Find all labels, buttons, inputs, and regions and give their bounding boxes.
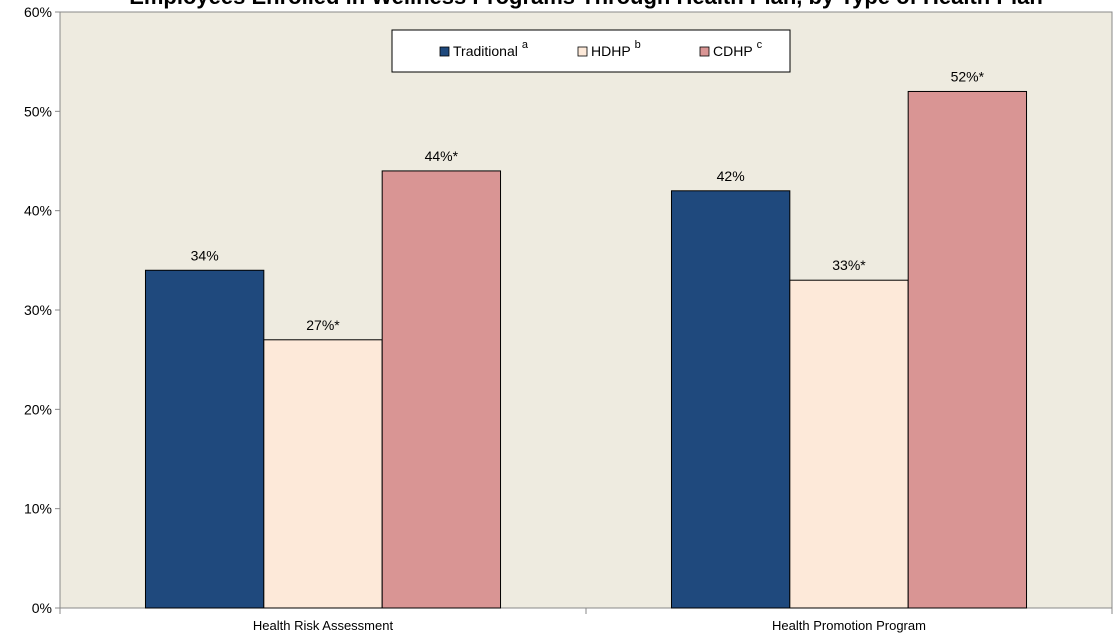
data-label: 34% [191, 247, 219, 263]
legend-footnote-mark: b [635, 39, 641, 51]
legend-footnote-mark: c [757, 39, 763, 51]
x-axis: Health Risk Assessment Health Promotion P… [59, 607, 1113, 633]
legend-box [391, 29, 791, 73]
y-axis: 0% 10% 20% 30% 40% 50% 60% [24, 4, 61, 616]
data-label: 33%* [832, 257, 866, 273]
bar-traditional [144, 269, 265, 609]
y-tick-label: 60% [24, 4, 52, 20]
bars: 34% 27%* 44%* 42% 33%* 52%* [144, 68, 1028, 609]
legend: Traditional a HDHP b CDHP c [391, 29, 791, 73]
y-tick-label: 20% [24, 401, 52, 417]
y-tick-label: 40% [24, 203, 52, 219]
data-label: 44%* [425, 148, 459, 164]
legend-swatch [699, 46, 710, 57]
y-tick-label: 0% [32, 600, 52, 616]
legend-swatch [577, 46, 588, 57]
legend-label: Traditional [453, 43, 518, 59]
x-tick-label: Health Promotion Program [772, 618, 926, 633]
bar-cdhp [381, 170, 502, 609]
x-tick-label: Health Risk Assessment [253, 618, 394, 633]
chart-title: Employees Enrolled in Wellness Programs … [129, 0, 1043, 9]
data-label: 27%* [306, 317, 340, 333]
bar-traditional [670, 190, 791, 609]
y-tick-label: 30% [24, 302, 52, 318]
bar-hdhp [263, 339, 383, 609]
bar-cdhp [907, 90, 1028, 609]
data-label: 42% [717, 168, 745, 184]
y-tick-label: 50% [24, 103, 52, 119]
legend-label: HDHP [591, 43, 631, 59]
legend-footnote-mark: a [522, 39, 529, 51]
data-label: 52%* [951, 68, 985, 84]
y-tick-label: 10% [24, 501, 52, 517]
legend-label: CDHP [713, 43, 753, 59]
legend-swatch [439, 46, 450, 57]
bar-hdhp [789, 279, 909, 609]
